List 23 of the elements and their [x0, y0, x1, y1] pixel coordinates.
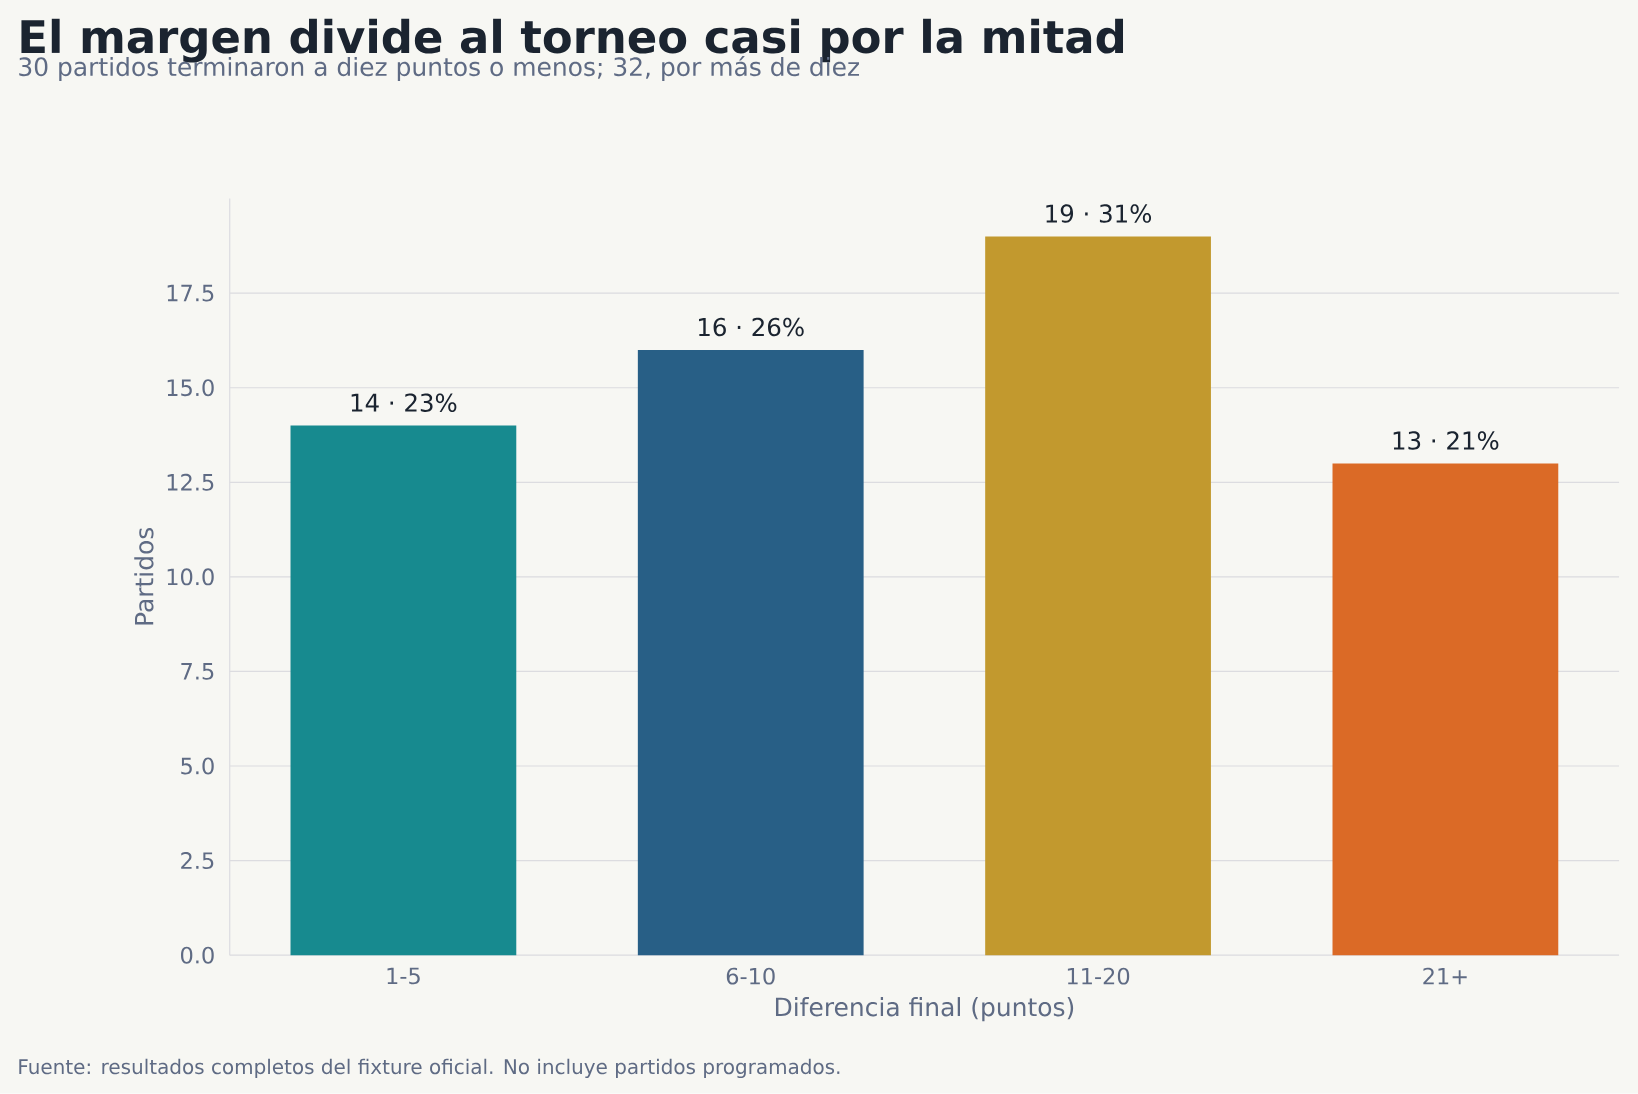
bar — [637, 349, 864, 956]
y-axis-title: Partidos — [134, 527, 154, 625]
data-label: 13 · 21% — [1393, 431, 1499, 450]
x-tick-label: 11-20 — [1067, 967, 1130, 985]
y-tick-label: 5.0 — [181, 757, 214, 775]
y-tick-label: 0.0 — [181, 946, 214, 964]
bar — [290, 425, 517, 956]
y-tick-label: 7.5 — [181, 663, 214, 680]
y-tick-label: 17.5 — [167, 284, 214, 302]
y-tick-label: 12.5 — [167, 473, 214, 491]
data-label: 16 · 26% — [699, 317, 804, 337]
y-tick-label: 15.0 — [167, 379, 214, 397]
bar — [985, 236, 1211, 956]
x-tick-label: 6-10 — [726, 967, 775, 985]
x-tick-label: 1-5 — [387, 967, 420, 985]
y-tick-label: 2.5 — [181, 852, 214, 870]
data-label: 14 · 23% — [351, 393, 457, 412]
data-label: 19 · 31% — [1046, 204, 1152, 223]
bar — [1332, 463, 1559, 956]
y-tick-label: 10.0 — [167, 568, 214, 586]
x-axis-title: Diferencia final (puntos) — [775, 997, 1074, 1022]
source-note: Fuente: resultados completos del fixture oficial. No incluye partidos programados. — [19, 1058, 840, 1079]
x-tick-label: 21+ — [1423, 967, 1467, 985]
